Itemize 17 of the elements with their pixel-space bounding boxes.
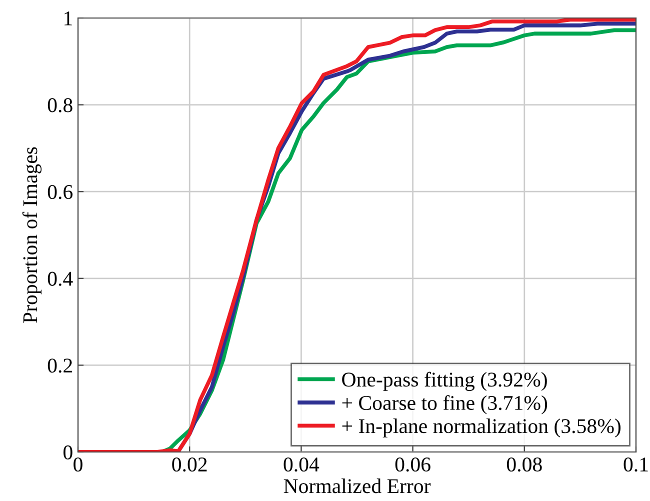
x-tick-label: 0.02 xyxy=(172,457,207,472)
x-tick-label: 0.06 xyxy=(395,457,430,472)
y-axis-title: Proportion of Images xyxy=(22,147,42,323)
x-tick-label: 0.08 xyxy=(506,457,542,472)
legend-label: + Coarse to fine (3.71%) xyxy=(342,395,548,414)
y-tick-label: 1 xyxy=(64,11,72,26)
y-tick-label: 0.2 xyxy=(48,358,72,373)
y-tick-label: 0.4 xyxy=(48,272,73,286)
x-tick-label: 0 xyxy=(74,457,82,472)
y-tick-label: 0.8 xyxy=(48,98,72,112)
legend-label: One-pass fitting (3.92%) xyxy=(342,372,547,391)
x-tick-label: 0.04 xyxy=(284,457,320,472)
x-tick-label: 0.1 xyxy=(624,457,648,472)
y-tick-label: 0 xyxy=(64,445,72,460)
legend-label: + In-plane normalization (3.58%) xyxy=(342,418,621,438)
x-axis-title: Normalized Error xyxy=(284,478,431,494)
y-tick-label: 0.6 xyxy=(48,184,73,200)
